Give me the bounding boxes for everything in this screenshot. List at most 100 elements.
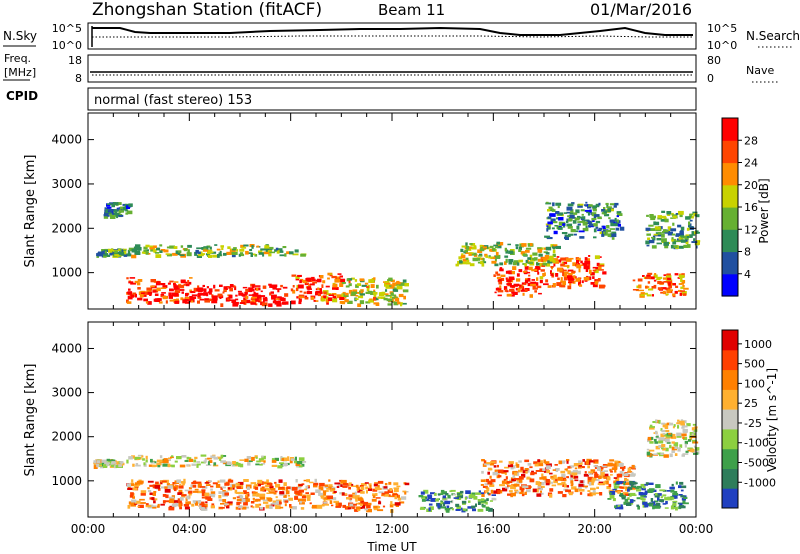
power-cell	[310, 296, 315, 300]
power-cell	[223, 289, 227, 293]
power-cell	[674, 273, 679, 276]
velocity-cell	[562, 494, 567, 498]
velocity-colorbar-segment	[722, 389, 738, 410]
velocity-cell	[609, 468, 612, 472]
velocity-cell	[93, 463, 96, 465]
power-cell	[212, 295, 218, 299]
velocity-cell	[287, 495, 290, 497]
velocity-cell	[239, 459, 245, 461]
velocity-cell	[203, 460, 207, 463]
power-cell	[272, 286, 276, 290]
power-cell	[385, 282, 391, 285]
velocity-cell	[678, 485, 682, 489]
velocity-cell	[499, 460, 503, 463]
velocity-cell	[468, 495, 475, 499]
velocity-cell	[512, 493, 516, 496]
velocity-cell	[147, 487, 150, 490]
power-cell	[679, 230, 684, 235]
velocity-cell	[668, 433, 672, 435]
velocity-cell	[623, 481, 626, 486]
velocity-cell	[306, 494, 311, 498]
power-cell	[603, 231, 608, 236]
power-cell	[598, 202, 601, 206]
velocity-cell	[678, 494, 683, 496]
power-cell	[212, 254, 218, 258]
power-cell	[110, 252, 113, 255]
power-cell	[173, 299, 177, 303]
power-cell	[475, 257, 480, 261]
power-cell	[168, 292, 172, 297]
velocity-cell	[366, 508, 372, 513]
velocity-cell	[418, 495, 424, 498]
velocity-cell	[661, 444, 666, 448]
power-cell	[359, 300, 365, 305]
velocity-cell	[261, 455, 264, 458]
velocity-cell	[191, 503, 195, 507]
velocity-cell	[599, 492, 603, 496]
power-cell	[289, 251, 294, 255]
power-cell	[680, 226, 685, 231]
velocity-cell	[682, 436, 688, 441]
velocity-cell	[620, 504, 623, 507]
power-cell	[196, 254, 202, 258]
power-cell	[491, 260, 497, 264]
power-cell	[372, 292, 378, 295]
power-cell	[281, 301, 286, 305]
velocity-cell	[340, 479, 347, 484]
power-cell	[675, 234, 680, 237]
velocity-cell	[174, 460, 178, 463]
velocity-cell	[681, 426, 685, 429]
power-cell	[585, 268, 589, 272]
power-cell	[672, 238, 677, 242]
station-title: Zhongshan Station (fitACF)	[92, 0, 322, 20]
velocity-cell	[578, 460, 582, 463]
velocity-cell	[359, 485, 364, 488]
power-cell	[573, 233, 577, 236]
power-cell	[403, 295, 406, 300]
velocity-cell	[288, 497, 293, 501]
power-cell	[326, 300, 329, 305]
power-cell	[217, 254, 220, 258]
power-cell	[581, 213, 584, 216]
velocity-cell	[305, 492, 309, 494]
velocity-cell	[539, 477, 546, 480]
power-cell	[392, 282, 396, 286]
power-cell	[365, 291, 369, 294]
power-cell	[497, 294, 502, 297]
power-cell	[344, 292, 349, 296]
power-cell	[608, 208, 614, 212]
power-cell	[109, 215, 116, 219]
power-cell	[498, 281, 503, 285]
velocity-cell	[229, 487, 232, 490]
power-cell	[250, 298, 257, 300]
velocity-cell	[220, 503, 226, 505]
power-cell	[325, 298, 330, 303]
power-cell	[569, 211, 574, 215]
power-cell	[598, 266, 602, 270]
power-cell	[217, 293, 223, 297]
velocity-cell	[260, 487, 265, 492]
velocity-cell	[613, 477, 618, 479]
velocity-cell	[201, 490, 206, 494]
power-cell	[219, 284, 223, 287]
velocity-cell	[627, 467, 632, 472]
power-cell	[140, 292, 145, 294]
velocity-cell	[343, 493, 347, 496]
velocity-y-axis-label: Slant Range [km]	[23, 364, 38, 477]
velocity-cell	[539, 490, 542, 493]
velocity-cell	[553, 480, 558, 484]
velocity-cell	[646, 448, 650, 451]
power-cell	[148, 253, 151, 255]
power-cell	[112, 202, 119, 206]
power-cell	[127, 249, 131, 254]
velocity-xtick-label: 04:00	[172, 522, 207, 536]
power-cell	[564, 276, 567, 280]
velocity-cell	[614, 486, 618, 491]
power-cell	[572, 262, 577, 267]
velocity-cell	[597, 483, 603, 485]
power-cell	[336, 294, 342, 299]
velocity-cell	[444, 500, 451, 505]
velocity-cell	[571, 472, 578, 476]
power-cell	[587, 206, 592, 209]
power-cell	[516, 262, 520, 266]
